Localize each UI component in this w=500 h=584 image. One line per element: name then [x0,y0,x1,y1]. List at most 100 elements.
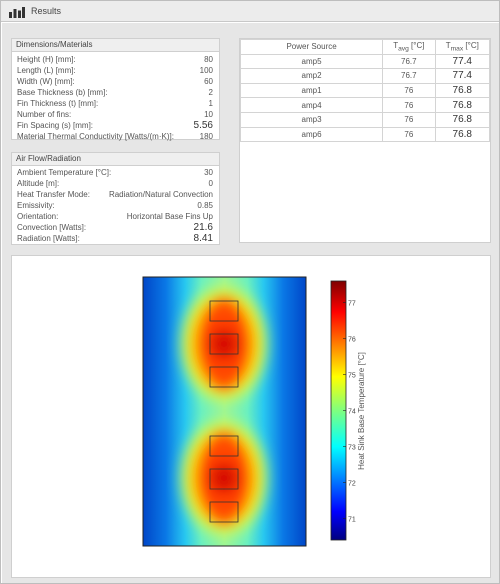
source-cell: amp1 [239,82,384,99]
row-value: 5.56 [193,120,213,131]
row-label: Fin Spacing (s) [mm]: [17,121,94,130]
altitude-row: Altitude [m]: 0 [12,178,219,189]
row-value: 2 [208,88,213,97]
emissivity-row: Emissivity: 0.85 [12,200,219,211]
table-row[interactable]: amp4 76 76.8 [239,97,491,113]
row-label: Material Thermal Conductivity [Watts/(m·… [17,132,174,141]
row-value: 0.85 [197,201,213,210]
row-label: Emissivity: [17,201,55,210]
power-source-table: Power Source Tavg [°C] Tmax [°C] amp5 76.… [239,39,491,143]
dimensions-materials-panel: Dimensions/Materials Height (H) [mm]: 80 … [11,38,220,142]
colorbar-tick-label: 72 [348,480,356,487]
source-cell: amp5 [239,53,384,70]
row-value: 8.41 [193,233,213,244]
row-label: Altitude [m]: [17,179,60,188]
power-source-outlines [209,300,239,523]
air-flow-radiation-panel: Air Flow/Radiation Ambient Temperature [… [11,152,220,245]
tmax-unit: [°C] [463,41,479,50]
row-value: 10 [204,110,213,119]
tavg-column-header[interactable]: Tavg [°C] [382,39,436,55]
row-label: Orientation: [17,212,59,221]
fin-thickness-row: Fin Thickness (t) [mm]: 1 [12,98,219,109]
fin-spacing-row: Fin Spacing (s) [mm]: 5.56 [12,120,219,131]
source-cell: amp3 [239,111,384,128]
row-label: Ambient Temperature [°C]: [17,168,112,177]
tavg-unit: [°C] [408,41,425,50]
row-label: Fin Thickness (t) [mm]: [17,99,99,108]
heatmap-field [143,277,306,546]
tavg-cell: 76 [382,126,436,143]
row-value: 21.6 [193,222,213,233]
row-label: Height (H) [mm]: [17,55,76,64]
heat-transfer-mode-row: Heat Transfer Mode: Radiation/Natural Con… [12,189,219,200]
tavg-cell: 76 [382,97,436,113]
row-label: Base Thickness (b) [mm]: [17,88,108,97]
power-source-outline-amp4 [209,435,239,457]
row-value: 30 [204,168,213,177]
power-source-outline-amp2 [209,333,239,355]
tmax-column-header[interactable]: Tmax [°C] [434,39,491,55]
radiation-row: Radiation [Watts]: 8.41 [12,233,219,244]
row-value: 80 [204,55,213,64]
colorbar-tick-label: 75 [348,373,356,380]
window-title: Results [31,6,62,16]
air-flow-radiation-header: Air Flow/Radiation [12,153,219,166]
temperature-plot-panel: 71 72 73 74 75 76 77 Heat Sink Base Temperatur… [11,255,491,578]
convection-row: Convection [Watts]: 21.6 [12,222,219,233]
row-value: 100 [199,66,213,75]
row-label: Radiation [Watts]: [17,234,80,243]
orientation-row: Orientation: Horizontal Base Fins Up [12,211,219,222]
row-label: Width (W) [mm]: [17,77,75,86]
tavg-sub: avg [398,45,409,53]
row-label: Convection [Watts]: [17,223,87,232]
table-row[interactable]: amp6 76 76.8 [239,126,491,143]
table-row[interactable]: amp3 76 76.8 [239,111,491,128]
tmax-cell: 77.4 [434,68,491,84]
width-row: Width (W) [mm]: 60 [12,76,219,87]
row-value: Radiation/Natural Convection [108,190,213,199]
row-value: 60 [204,77,213,86]
height-row: Height (H) [mm]: 80 [12,54,219,65]
power-source-column-header[interactable]: Power Source [239,39,384,55]
table-row[interactable]: amp5 76.7 77.4 [239,53,491,70]
row-value: 180 [199,132,213,141]
dimensions-materials-header: Dimensions/Materials [12,39,219,52]
power-source-outline-amp5 [209,300,239,322]
tmax-cell: 76.8 [434,97,491,113]
base-thickness-row: Base Thickness (b) [mm]: 2 [12,87,219,98]
bar-chart-icon [9,7,25,18]
tavg-cell: 76.7 [382,68,436,84]
row-value: Horizontal Base Fins Up [126,212,213,221]
source-cell: amp2 [239,68,384,84]
tavg-cell: 76.7 [382,53,436,70]
tavg-cell: 76 [382,111,436,128]
tmax-main: T [445,41,451,50]
row-label: Number of fins: [17,110,72,119]
colorbar-tick-label: 77 [348,301,356,308]
row-label: Length (L) [mm]: [17,66,76,75]
power-source-outline-amp3 [209,468,239,490]
table-header-row: Power Source Tavg [°C] Tmax [°C] [239,39,491,55]
title-bar: Results [1,1,499,22]
colorbar-ticks: 71 72 73 74 75 76 77 [343,301,356,523]
source-cell: amp6 [239,126,384,143]
tmax-sub: max [450,45,464,53]
thermal-conductivity-row: Material Thermal Conductivity [Watts/(m·… [12,131,219,142]
table-row[interactable]: amp1 76 76.8 [239,82,491,99]
row-value: 0 [208,179,213,188]
colorbar-tick-label: 74 [348,409,356,416]
tmax-cell: 76.8 [434,111,491,128]
table-row[interactable]: amp2 76.7 77.4 [239,68,491,84]
tavg-main: T [393,41,399,50]
tmax-cell: 77.4 [434,53,491,70]
power-source-outline-amp1 [209,366,239,388]
tmax-cell: 76.8 [434,126,491,143]
power-source-panel: Power Source Tavg [°C] Tmax [°C] amp5 76.… [239,38,491,243]
tmax-cell: 76.8 [434,82,491,99]
temperature-heatmap: 71 72 73 74 75 76 77 Heat Sink Base Temperatur… [142,276,366,547]
tavg-cell: 76 [382,82,436,99]
colorbar-label: Heat Sink Base Temperature [°C] [357,352,366,470]
results-content: Dimensions/Materials Height (H) [mm]: 80 … [2,23,499,583]
source-cell: amp4 [239,97,384,113]
